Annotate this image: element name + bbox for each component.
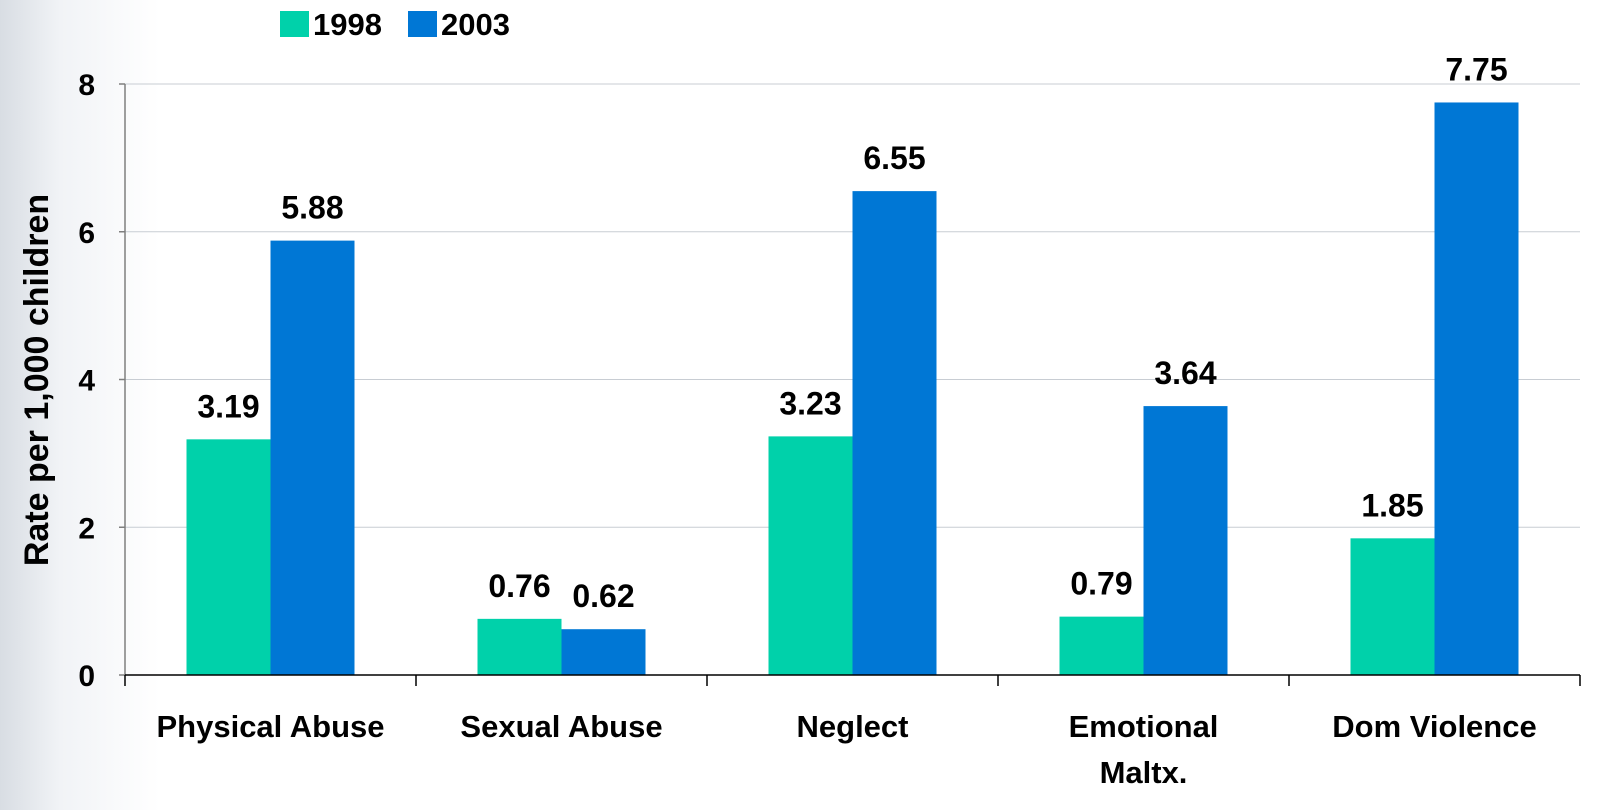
- bar: [1059, 616, 1144, 675]
- y-tick-label: 8: [78, 69, 95, 102]
- x-tick-label: Sexual Abuse: [460, 709, 662, 744]
- y-tick-label: 0: [78, 660, 95, 693]
- x-tick-label: Maltx.: [1100, 755, 1188, 790]
- data-label: 5.88: [281, 190, 343, 226]
- bar: [1143, 406, 1228, 675]
- bar: [186, 439, 271, 675]
- data-label: 3.19: [197, 388, 259, 424]
- data-label: 6.55: [863, 140, 925, 176]
- bar: [270, 240, 355, 676]
- legend-swatch: [280, 11, 309, 37]
- y-tick-label: 6: [78, 217, 95, 250]
- data-label: 0.76: [488, 568, 550, 604]
- axes: 0 2 4 6 8 Physical Abuse Sexual Abuse Neglect Em…: [78, 69, 1581, 790]
- data-label: 3.23: [779, 385, 841, 421]
- legend-label: 2003: [441, 7, 510, 42]
- legend-swatch: [408, 11, 437, 37]
- bar: [477, 618, 562, 675]
- x-tick-label: Emotional: [1069, 709, 1219, 744]
- data-label: 0.62: [572, 578, 634, 614]
- legend: 1998 2003: [280, 7, 510, 42]
- legend-label: 1998: [313, 7, 382, 42]
- x-tick-label: Physical Abuse: [156, 709, 384, 744]
- bar: [561, 629, 646, 675]
- x-tick-label: Neglect: [797, 709, 909, 744]
- y-tick-label: 4: [78, 365, 95, 398]
- bar: [852, 191, 937, 675]
- data-label: 7.75: [1445, 51, 1507, 87]
- y-axis-label: Rate per 1,000 children: [18, 194, 56, 566]
- y-tick-label: 2: [78, 512, 95, 545]
- data-label: 0.79: [1070, 566, 1132, 602]
- bar: [1434, 102, 1519, 675]
- bar: [768, 436, 853, 675]
- bars: [186, 102, 1519, 676]
- bar: [1350, 538, 1435, 675]
- data-label: 3.64: [1154, 355, 1216, 391]
- data-labels: 3.19 5.88 0.76 0.62 3.23 6.55 0.79 3.64 1.85 7.75: [197, 51, 1507, 614]
- data-label: 1.85: [1361, 487, 1423, 523]
- x-tick-label: Dom Violence: [1332, 709, 1536, 744]
